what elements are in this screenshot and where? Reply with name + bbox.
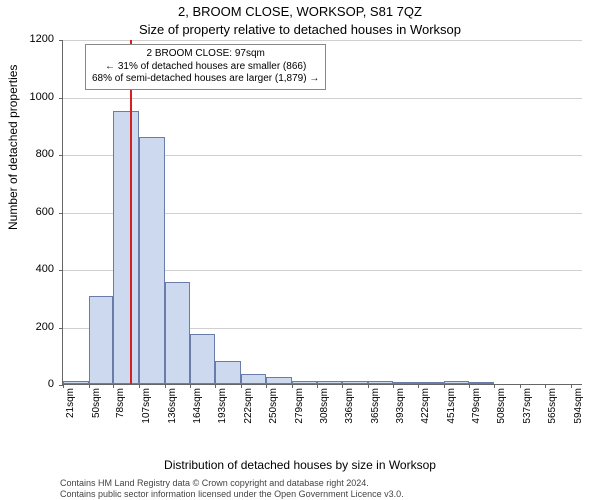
gridline <box>63 40 582 41</box>
xtick-label: 107sqm <box>141 388 152 433</box>
histogram-bar <box>113 111 139 384</box>
xtick-mark <box>368 384 369 388</box>
ytick-label: 1000 <box>14 91 54 103</box>
histogram-bar <box>418 382 444 384</box>
histogram-bar <box>292 381 318 384</box>
xtick-label: 336sqm <box>344 388 355 433</box>
histogram-bar <box>89 296 114 384</box>
xtick-label: 50sqm <box>91 388 102 433</box>
xtick-mark <box>165 384 166 388</box>
info-line-size: 2 BROOM CLOSE: 97sqm <box>92 48 319 61</box>
xtick-mark <box>571 384 572 388</box>
histogram-bar <box>190 334 216 384</box>
xtick-label: 164sqm <box>192 388 203 433</box>
ytick-mark <box>59 155 63 156</box>
xtick-mark <box>63 384 64 388</box>
xtick-mark <box>190 384 191 388</box>
xtick-mark <box>266 384 267 388</box>
xtick-label: 565sqm <box>547 388 558 433</box>
xtick-label: 393sqm <box>395 388 406 433</box>
xtick-label: 250sqm <box>268 388 279 433</box>
info-box: 2 BROOM CLOSE: 97sqm ← 31% of detached h… <box>85 44 326 90</box>
xtick-label: 78sqm <box>115 388 126 433</box>
xtick-mark <box>444 384 445 388</box>
ytick-mark <box>59 40 63 41</box>
xtick-label: 451sqm <box>446 388 457 433</box>
xtick-label: 537sqm <box>522 388 533 433</box>
xtick-mark <box>469 384 470 388</box>
ytick-mark <box>59 270 63 271</box>
xtick-mark <box>292 384 293 388</box>
histogram-bar <box>444 381 469 384</box>
xtick-mark <box>241 384 242 388</box>
property-marker-line <box>130 40 132 384</box>
histogram-bar <box>215 361 241 384</box>
histogram-bar <box>368 381 393 384</box>
xtick-label: 193sqm <box>217 388 228 433</box>
histogram-bar <box>469 382 495 384</box>
ytick-mark <box>59 98 63 99</box>
xtick-label: 308sqm <box>319 388 330 433</box>
chart-subtitle: Size of property relative to detached ho… <box>0 22 600 37</box>
histogram-bar <box>317 381 342 384</box>
xtick-label: 365sqm <box>370 388 381 433</box>
histogram-bar <box>266 377 292 384</box>
ytick-label: 200 <box>14 321 54 333</box>
ytick-label: 600 <box>14 206 54 218</box>
xtick-mark <box>89 384 90 388</box>
footer-license: Contains public sector information licen… <box>60 489 404 499</box>
xtick-label: 222sqm <box>243 388 254 433</box>
xtick-label: 422sqm <box>420 388 431 433</box>
ytick-label: 1200 <box>14 33 54 45</box>
xtick-mark <box>520 384 521 388</box>
xtick-label: 594sqm <box>573 388 584 433</box>
address-title: 2, BROOM CLOSE, WORKSOP, S81 7QZ <box>0 4 600 19</box>
gridline <box>63 98 582 99</box>
ytick-label: 0 <box>14 378 54 390</box>
histogram-bar <box>393 382 419 384</box>
histogram-bar <box>165 282 190 384</box>
histogram-bar <box>139 137 165 384</box>
histogram-bar <box>63 381 89 384</box>
plot-area: 2 BROOM CLOSE: 97sqm ← 31% of detached h… <box>62 40 582 385</box>
histogram-bar <box>342 381 368 384</box>
ytick-label: 400 <box>14 263 54 275</box>
xtick-label: 21sqm <box>65 388 76 433</box>
xtick-mark <box>545 384 546 388</box>
xtick-label: 479sqm <box>471 388 482 433</box>
histogram-bar <box>241 374 266 384</box>
info-line-smaller: ← 31% of detached houses are smaller (86… <box>92 61 319 74</box>
ytick-label: 800 <box>14 148 54 160</box>
xtick-label: 279sqm <box>294 388 305 433</box>
x-axis-label: Distribution of detached houses by size … <box>0 458 600 472</box>
info-line-larger: 68% of semi-detached houses are larger (… <box>92 73 319 86</box>
xtick-label: 508sqm <box>496 388 507 433</box>
xtick-label: 136sqm <box>167 388 178 433</box>
xtick-mark <box>342 384 343 388</box>
xtick-mark <box>393 384 394 388</box>
ytick-mark <box>59 328 63 329</box>
ytick-mark <box>59 213 63 214</box>
footer-copyright: Contains HM Land Registry data © Crown c… <box>60 478 369 488</box>
